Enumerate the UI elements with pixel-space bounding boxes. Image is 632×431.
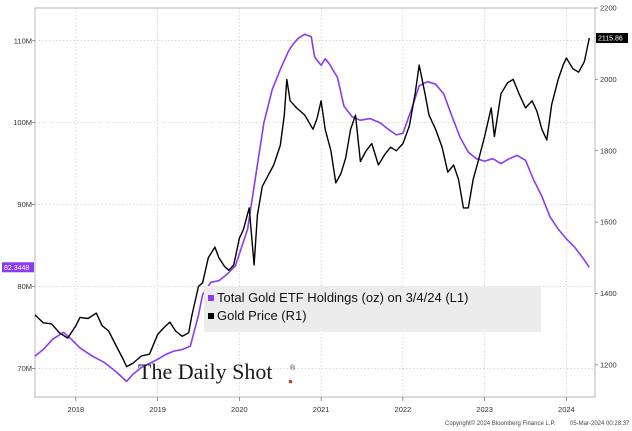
logo-text: The Daily Shot <box>138 359 272 384</box>
left-axis: 70M 80M 90M 100M 110M <box>13 36 35 373</box>
right-tick-label: 2000 <box>600 75 617 84</box>
logo-dot-icon <box>288 379 293 384</box>
legend-label-price: Gold Price (R1) <box>217 308 307 323</box>
copyright: Copyright© 2024 Bloomberg Finance L.P. <box>445 420 556 427</box>
legend-swatch-price <box>208 313 214 319</box>
left-tick-label: 100M <box>13 118 32 127</box>
x-axis: 2018 2019 2020 2021 2022 2023 2024 <box>68 397 575 414</box>
last-value-flags: 82.3448 2115.86 <box>2 33 628 273</box>
right-axis: 1200 1400 1600 1800 2000 2200 <box>595 4 617 369</box>
timestamp: 05-Mar-2024 00:28:37 <box>570 421 630 427</box>
series-line-gold-price <box>34 37 590 368</box>
right-tick-label: 1400 <box>600 289 617 298</box>
x-tick-label: 2019 <box>149 405 166 414</box>
legend: Total Gold ETF Holdings (oz) on 3/4/24 (… <box>204 286 541 332</box>
legend-swatch-etf <box>208 295 214 301</box>
series-group <box>34 33 590 383</box>
gold-last-value-flag <box>596 33 628 44</box>
left-tick-label: 70M <box>17 364 32 373</box>
x-tick-label: 2021 <box>313 405 330 414</box>
x-tick-label: 2020 <box>231 405 248 414</box>
legend-label-etf: Total Gold ETF Holdings (oz) on 3/4/24 (… <box>217 290 468 305</box>
legend-box <box>204 286 541 332</box>
plot-area <box>34 7 596 398</box>
x-tick-label: 2018 <box>68 405 85 414</box>
etf-last-value-label: 82.3448 <box>4 265 29 272</box>
x-tick-label: 2022 <box>395 405 412 414</box>
left-tick-label: 90M <box>17 200 32 209</box>
registered-mark: ® <box>290 364 296 372</box>
gold-last-value-label: 2115.86 <box>598 36 623 43</box>
etf-last-value-flag <box>2 262 34 273</box>
x-tick-label: 2024 <box>558 405 575 414</box>
right-tick-label: 1600 <box>600 218 617 227</box>
right-tick-label: 1800 <box>600 146 617 155</box>
x-tick-label: 2023 <box>476 405 493 414</box>
left-tick-label: 110M <box>14 36 32 45</box>
right-tick-label: 1200 <box>600 360 617 369</box>
right-tick-label: 2200 <box>600 4 617 13</box>
daily-shot-logo: The Daily Shot ® <box>138 359 296 384</box>
series-line-etf-holdings <box>34 33 590 383</box>
left-tick-label: 80M <box>17 282 32 291</box>
